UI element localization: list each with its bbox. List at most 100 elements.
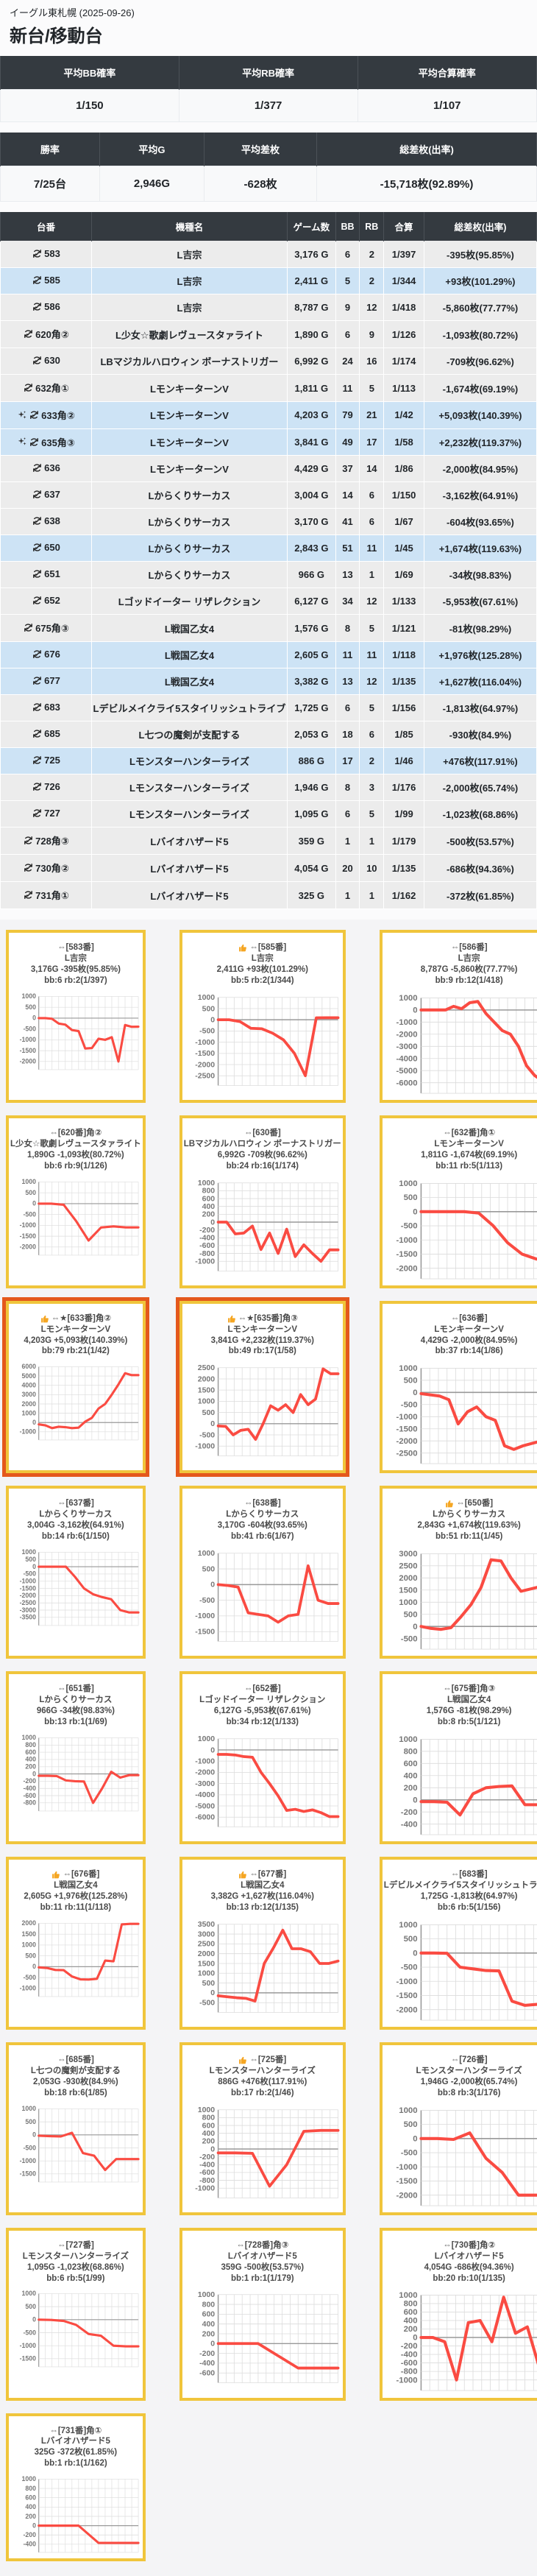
table-row[interactable]: 652 Lゴッドイーター リザレクション 6,127 G 34 12 1/133 -5,95… xyxy=(0,587,537,615)
table-row[interactable]: 638 Lからくりサーカス 3,170 G 41 6 1/67 -604枚(93.65%) xyxy=(0,508,537,535)
rb-cell: 9 xyxy=(359,320,385,348)
machine-number-cell[interactable]: 726 xyxy=(0,774,92,801)
machine-number-cell[interactable]: 728角③ xyxy=(0,827,92,855)
svg-text:500: 500 xyxy=(403,1377,417,1386)
svg-text:0: 0 xyxy=(210,1746,215,1754)
machine-number-cell[interactable]: 635角③ xyxy=(0,428,92,456)
table-row[interactable]: 685 L七つの魔剣が支配する 2,053 G 18 6 1/85 -930枚(84.9%) xyxy=(0,721,537,748)
table-row[interactable]: 633角② LモンキーターンV 4,203 G 79 21 1/42 +5,093枚(140… xyxy=(0,401,537,429)
card-bonus-line: bb:6 rb:5(1/156) xyxy=(437,1902,501,1912)
machine-number-cell[interactable]: 620角② xyxy=(0,320,92,348)
rb-cell: 1 xyxy=(359,881,385,909)
machine-card[interactable]: ⇔★[633番]角② LモンキーターンV 4,203G +5,093枚(140.39… xyxy=(6,1300,146,1474)
table-row[interactable]: 676 L戦国乙女4 2,605 G 11 11 1/118 +1,976枚(125.28%… xyxy=(0,641,537,668)
machine-number-cell[interactable]: 637 xyxy=(0,481,92,509)
machine-number-cell[interactable]: 638 xyxy=(0,508,92,535)
machine-number-cell[interactable]: 725 xyxy=(0,747,92,774)
machine-card[interactable]: ⇔[638番] Lからくりサーカス 3,170G -604枚(93.65%) bb:4… xyxy=(179,1486,346,1659)
machine-number-cell[interactable]: 585 xyxy=(0,267,92,294)
machine-number-cell[interactable]: 651 xyxy=(0,561,92,588)
svg-text:1000: 1000 xyxy=(22,1548,37,1556)
col-diff: 総差枚(出率) xyxy=(423,212,537,241)
card-machine-label: ⇔[583番] xyxy=(57,943,94,952)
machine-number-cell[interactable]: 652 xyxy=(0,587,92,615)
machine-number-cell[interactable]: 586 xyxy=(0,294,92,321)
svg-text:1000: 1000 xyxy=(198,993,216,1002)
machine-number-cell[interactable]: 731角① xyxy=(0,881,92,909)
table-row[interactable]: 726 Lモンスターハンターライズ 1,946 G 8 3 1/176 -2,000枚(65… xyxy=(0,774,537,801)
card-result-line: 1,811G -1,674枚(69.19%) xyxy=(421,1150,518,1160)
machine-number-cell[interactable]: 583 xyxy=(0,241,92,268)
machine-card[interactable]: ⇔[650番] Lからくりサーカス 2,843G +1,674枚(119.63%) b… xyxy=(379,1486,537,1659)
diff-cell: -500枚(53.57%) xyxy=(423,827,537,855)
svg-text:1000: 1000 xyxy=(399,994,417,1003)
machine-card[interactable]: ⇔[726番] Lモンスターハンターライズ 1,946G -2,000枚(65.74… xyxy=(379,2042,537,2215)
table-row[interactable]: 683 Lデビルメイクライ5スタイリッシュトライブ 1,725 G 6 5 1/156 -1… xyxy=(0,694,537,721)
table-row[interactable]: 728角③ Lバイオハザード5 359 G 1 1 1/179 -500枚(53.57%) xyxy=(0,827,537,855)
thumbs-up-icon xyxy=(40,1315,49,1322)
machine-number-cell[interactable]: 636 xyxy=(0,455,92,482)
table-row[interactable]: 731角① Lバイオハザード5 325 G 1 1 1/162 -372枚(61.85%) xyxy=(0,881,537,909)
svg-text:0: 0 xyxy=(32,2522,36,2530)
machine-number-cell[interactable]: 730角② xyxy=(0,854,92,882)
machine-card[interactable]: ⇔[685番] L七つの魔剣が支配する 2,053G -930枚(84.9%) bb:… xyxy=(6,2042,146,2215)
card-bonus-line: bb:6 rb:9(1/126) xyxy=(44,1161,107,1171)
table-row[interactable]: 727 Lモンスターハンターライズ 1,095 G 6 5 1/99 -1,023枚(68.… xyxy=(0,800,537,828)
machine-card[interactable]: ⇔★[635番]角③ LモンキーターンV 3,841G +2,232枚(119.37… xyxy=(179,1300,346,1474)
table-row[interactable]: 725 Lモンスターハンターライズ 886 G 17 2 1/46 +476枚(117.91… xyxy=(0,747,537,774)
machine-card[interactable]: ⇔[731番]角① Lバイオハザード5 325G -372枚(61.85%) bb:1… xyxy=(6,2413,146,2561)
svg-text:-600: -600 xyxy=(199,2168,215,2177)
table-row[interactable]: 730角② Lバイオハザード5 4,054 G 20 10 1/135 -686枚(94.3… xyxy=(0,854,537,882)
machine-card[interactable]: ⇔[651番] Lからくりサーカス 966G -34枚(98.83%) bb:13 r… xyxy=(6,1671,146,1845)
machine-number-cell[interactable]: 677 xyxy=(0,668,92,695)
machine-card[interactable]: ⇔[676番] L戦国乙女4 2,605G +1,976枚(125.28%) bb:1… xyxy=(6,1857,146,2030)
diff-cell: +93枚(101.29%) xyxy=(423,267,537,294)
machine-card[interactable]: ⇔[620番]角② L少女☆歌劇レヴュースタァライト 1,890G -1,093枚(… xyxy=(6,1115,146,1288)
card-bonus-line: bb:18 rb:6(1/85) xyxy=(44,2088,107,2097)
machine-card[interactable]: ⇔[730番]角② Lバイオハザード5 4,054G -686枚(94.36%) bb… xyxy=(379,2227,537,2401)
table-row[interactable]: 586 L吉宗 8,787 G 9 12 1/418 -5,860枚(77.77%) xyxy=(0,294,537,321)
table-row[interactable]: 635角③ LモンキーターンV 3,841 G 49 17 1/58 +2,232枚(119… xyxy=(0,428,537,456)
table-row[interactable]: 632角① LモンキーターンV 1,811 G 11 5 1/113 -1,674枚(69.… xyxy=(0,374,537,402)
table-row[interactable]: 630 LBマジカルハロウィン ボーナストリガー 6,992 G 24 16 1/174-… xyxy=(0,347,537,375)
table-row[interactable]: 675角③ L戦国乙女4 1,576 G 8 5 1/121 -81枚(98.29%) xyxy=(0,614,537,642)
machine-number-cell[interactable]: 676 xyxy=(0,641,92,668)
machine-card[interactable]: ⇔[586番] L吉宗 8,787G -5,860枚(77.77%) bb:9 rb:… xyxy=(379,930,537,1103)
table-row[interactable]: 651 Lからくりサーカス 966 G 13 1 1/69 -34枚(98.83%) xyxy=(0,561,537,588)
table-row[interactable]: 583 L吉宗 3,176 G 6 2 1/397 -395枚(95.85%) xyxy=(0,241,537,268)
svg-text:1000: 1000 xyxy=(22,2105,37,2112)
table-row[interactable]: 620角② L少女☆歌劇レヴュースタァライト 1,890 G 6 9 1/126 -1,09… xyxy=(0,320,537,348)
table-row[interactable]: 650 Lからくりサーカス 2,843 G 51 11 1/45 +1,674枚(119.6… xyxy=(0,534,537,562)
table-row[interactable]: 636 LモンキーターンV 4,429 G 37 14 1/86 -2,000枚(84.95… xyxy=(0,455,537,482)
machine-card[interactable]: ⇔[636番] LモンキーターンV 4,429G -2,000枚(84.95%) bb… xyxy=(379,1300,537,1474)
machine-card[interactable]: ⇔[632番]角① LモンキーターンV 1,811G -1,674枚(69.19%)… xyxy=(379,1115,537,1288)
machine-number-cell[interactable]: 650 xyxy=(0,534,92,562)
machine-number-cell[interactable]: 675角③ xyxy=(0,614,92,642)
machine-card[interactable]: ⇔[585番] L吉宗 2,411G +93枚(101.29%) bb:5 rb:2(… xyxy=(179,930,346,1103)
machine-number-cell[interactable]: 727 xyxy=(0,800,92,828)
card-machine-label: ⇔[638番] xyxy=(243,1499,281,1508)
machine-number-cell[interactable]: 630 xyxy=(0,347,92,375)
svg-text:-2000: -2000 xyxy=(396,1264,417,1273)
games-cell: 1,811 G xyxy=(287,374,336,402)
machine-card[interactable]: ⇔[652番] Lゴッドイーター リザレクション 6,127G -5,953枚(67… xyxy=(179,1671,346,1845)
col-win-rate: 勝率 xyxy=(0,133,100,166)
machine-card[interactable]: ⇔[637番] Lからくりサーカス 3,004G -3,162枚(64.91%) bb… xyxy=(6,1486,146,1659)
machine-card[interactable]: ⇔[675番]角③ L戦国乙女4 1,576G -81枚(98.29%) bb:8 r… xyxy=(379,1671,537,1845)
machine-card[interactable]: ⇔[728番]角③ Lバイオハザード5 359G -500枚(53.57%) bb:1… xyxy=(179,2227,346,2401)
svg-text:600: 600 xyxy=(202,1194,215,1203)
machine-number-cell[interactable]: 685 xyxy=(0,721,92,748)
machine-card[interactable]: ⇔[677番] L戦国乙女4 3,382G +1,627枚(116.04%) bb:1… xyxy=(179,1857,346,2030)
table-row[interactable]: 585 L吉宗 2,411 G 5 2 1/344 +93枚(101.29%) xyxy=(0,267,537,294)
machine-card[interactable]: ⇔[725番] Lモンスターハンターライズ 886G +476枚(117.91%) b… xyxy=(179,2042,346,2215)
machine-number-cell[interactable]: 633角② xyxy=(0,401,92,429)
machine-number-cell[interactable]: 683 xyxy=(0,694,92,721)
machine-number-cell[interactable]: 632角① xyxy=(0,374,92,402)
machine-card[interactable]: ⇔[583番] L吉宗 3,176G -395枚(95.85%) bb:6 rb:2(… xyxy=(6,930,146,1103)
table-row[interactable]: 637 Lからくりサーカス 3,004 G 14 6 1/150 -3,162枚(64.91… xyxy=(0,481,537,509)
machine-card[interactable]: ⇔[630番] LBマジカルハロウィン ボーナストリガー 6,992G -709枚(… xyxy=(179,1115,346,1288)
machine-card[interactable]: ⇔[727番] Lモンスターハンターライズ 1,095G -1,023枚(68.86… xyxy=(6,2227,146,2401)
table-row[interactable]: 677 L戦国乙女4 3,382 G 13 12 1/135 +1,627枚(116.04%… xyxy=(0,668,537,695)
